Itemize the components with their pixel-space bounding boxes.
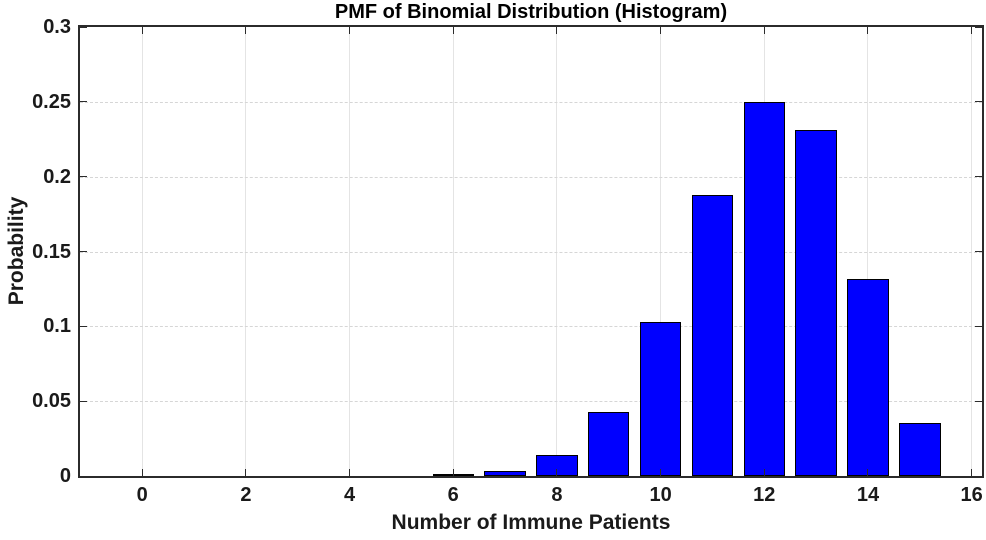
- y-tick-label: 0: [59, 465, 71, 487]
- x-tick-label: 8: [551, 484, 563, 506]
- y-tick-label: 0.25: [32, 90, 71, 113]
- x-tick-label: 0: [136, 484, 148, 506]
- x-tick-label: 16: [960, 484, 983, 506]
- x-tick-top: [556, 27, 558, 34]
- x-tick-top: [763, 27, 765, 34]
- x-tick-top: [971, 27, 973, 34]
- y-tick-label: 0.05: [32, 390, 71, 413]
- y-tick-right: [975, 101, 982, 103]
- y-tick: [80, 325, 87, 327]
- y-tick: [80, 400, 87, 402]
- x-tick-top: [867, 27, 869, 34]
- y-tick-right: [975, 475, 982, 477]
- bar: [847, 278, 889, 476]
- y-gridline: [80, 251, 982, 253]
- y-tick-label: 0.3: [43, 16, 71, 38]
- x-tick-top: [349, 27, 351, 34]
- bar: [691, 195, 734, 476]
- y-gridline: [80, 326, 982, 328]
- y-gridline: [80, 401, 982, 403]
- y-tick: [80, 475, 87, 477]
- x-tick: [660, 469, 662, 476]
- bar: [795, 130, 837, 476]
- x-tick: [763, 469, 765, 476]
- x-tick: [867, 469, 869, 476]
- x-axis-label: Number of Immune Patients: [391, 511, 671, 534]
- chart-title: PMF of Binomial Distribution (Histogram): [334, 1, 728, 23]
- bar: [588, 411, 630, 476]
- y-gridline: [80, 176, 982, 178]
- y-tick: [80, 251, 87, 252]
- y-tick-label: 0.2: [43, 165, 71, 188]
- x-tick-label: 12: [753, 484, 776, 506]
- y-tick: [80, 176, 87, 178]
- y-tick-right: [975, 400, 982, 402]
- y-tick-right: [975, 176, 982, 178]
- x-tick-label: 10: [649, 484, 672, 506]
- x-tick: [971, 469, 973, 476]
- x-tick-top: [245, 27, 247, 34]
- x-tick-label: 4: [344, 484, 356, 506]
- bar: [484, 470, 526, 476]
- bar: [639, 321, 682, 476]
- y-tick-label: 0.1: [43, 315, 71, 338]
- x-tick-top: [660, 27, 662, 34]
- y-tick-label: 0.15: [32, 240, 71, 263]
- x-tick: [349, 469, 351, 476]
- y-tick-right: [975, 251, 982, 252]
- y-tick: [80, 26, 87, 28]
- y-gridline: [80, 101, 982, 103]
- bar: [899, 423, 941, 476]
- x-tick-label: 2: [240, 484, 252, 506]
- x-tick-label: 14: [856, 484, 880, 506]
- x-tick: [452, 469, 454, 476]
- y-tick-right: [975, 325, 982, 327]
- x-tick-label: 6: [447, 484, 459, 506]
- x-tick: [556, 469, 558, 476]
- x-tick-top: [452, 27, 454, 34]
- x-tick-top: [141, 27, 143, 34]
- y-tick: [80, 101, 87, 103]
- x-tick: [141, 469, 143, 476]
- bar: [743, 101, 785, 476]
- y-tick-right: [975, 26, 982, 28]
- x-tick: [245, 469, 247, 476]
- plot-area: [78, 25, 984, 478]
